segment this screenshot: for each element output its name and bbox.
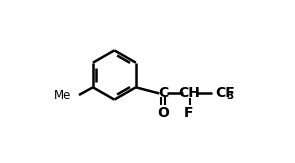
Text: CH: CH (178, 87, 200, 100)
Text: O: O (157, 106, 169, 120)
Text: Me: Me (54, 89, 71, 102)
Text: C: C (158, 87, 168, 100)
Text: F: F (184, 106, 194, 120)
Text: CF: CF (215, 87, 235, 100)
Text: 3: 3 (226, 91, 233, 101)
